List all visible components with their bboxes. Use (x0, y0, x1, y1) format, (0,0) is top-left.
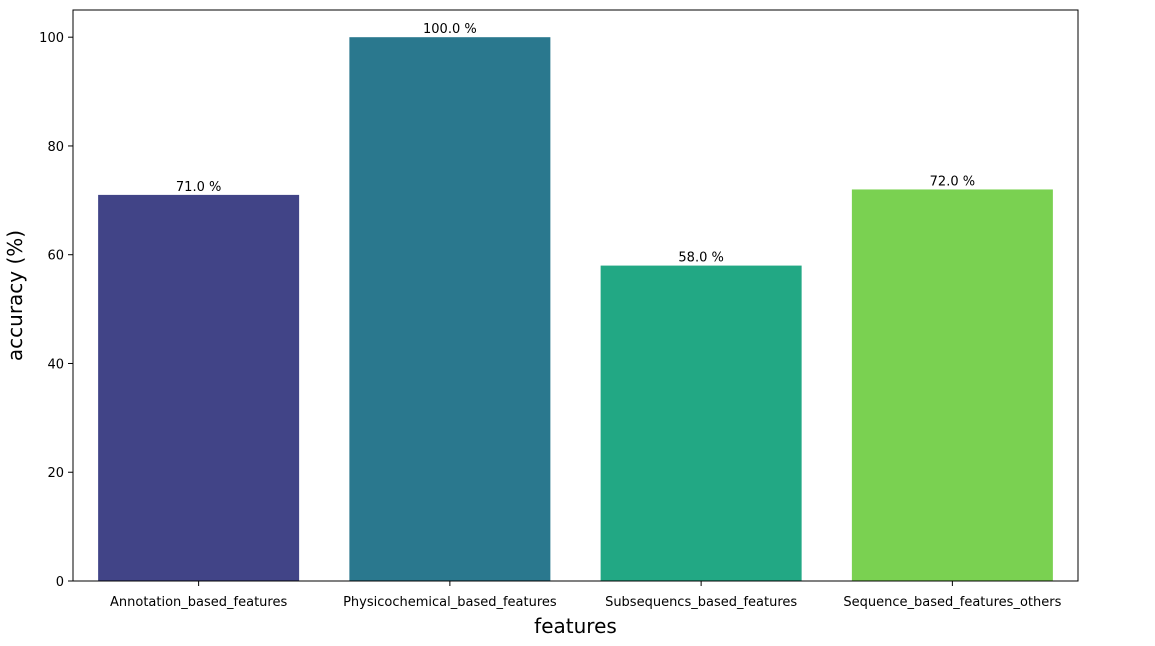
bars-group (98, 37, 1053, 581)
y-tick-label-5: 100 (39, 31, 64, 46)
bar-value-label-1: 100.0 % (423, 22, 477, 37)
bar-value-label-2: 58.0 % (678, 251, 723, 266)
plot-frame (72, 9, 1079, 582)
x-tick-label-1: Physicochemical_based_features (343, 595, 557, 610)
y-tick-label-1: 20 (47, 466, 64, 481)
x-axis-title: features (534, 614, 617, 638)
y-axis-title: accuracy (%) (3, 230, 27, 361)
x-axis-ticks: Annotation_based_features Physicochemical… (110, 581, 1062, 610)
bar-value-label-3: 72.0 % (930, 174, 975, 189)
y-axis-ticks: 0 20 40 60 80 100 (39, 31, 73, 590)
x-tick-label-3: Sequence_based_features_others (843, 595, 1061, 610)
y-tick-label-3: 60 (47, 249, 64, 264)
bar-value-label-0: 71.0 % (176, 180, 221, 195)
bar-3 (851, 189, 1053, 581)
x-tick-label-2: Subsequencs_based_features (605, 595, 797, 610)
y-tick-label-0: 0 (56, 575, 64, 590)
y-tick-label-4: 80 (47, 140, 64, 155)
y-tick-label-2: 40 (47, 357, 64, 372)
bar-1 (349, 37, 551, 581)
x-tick-label-0: Annotation_based_features (110, 595, 287, 610)
bar-value-labels: 71.0 % 100.0 % 58.0 % 72.0 % (176, 22, 975, 265)
bar-2 (600, 265, 802, 581)
bar-0 (98, 194, 300, 581)
